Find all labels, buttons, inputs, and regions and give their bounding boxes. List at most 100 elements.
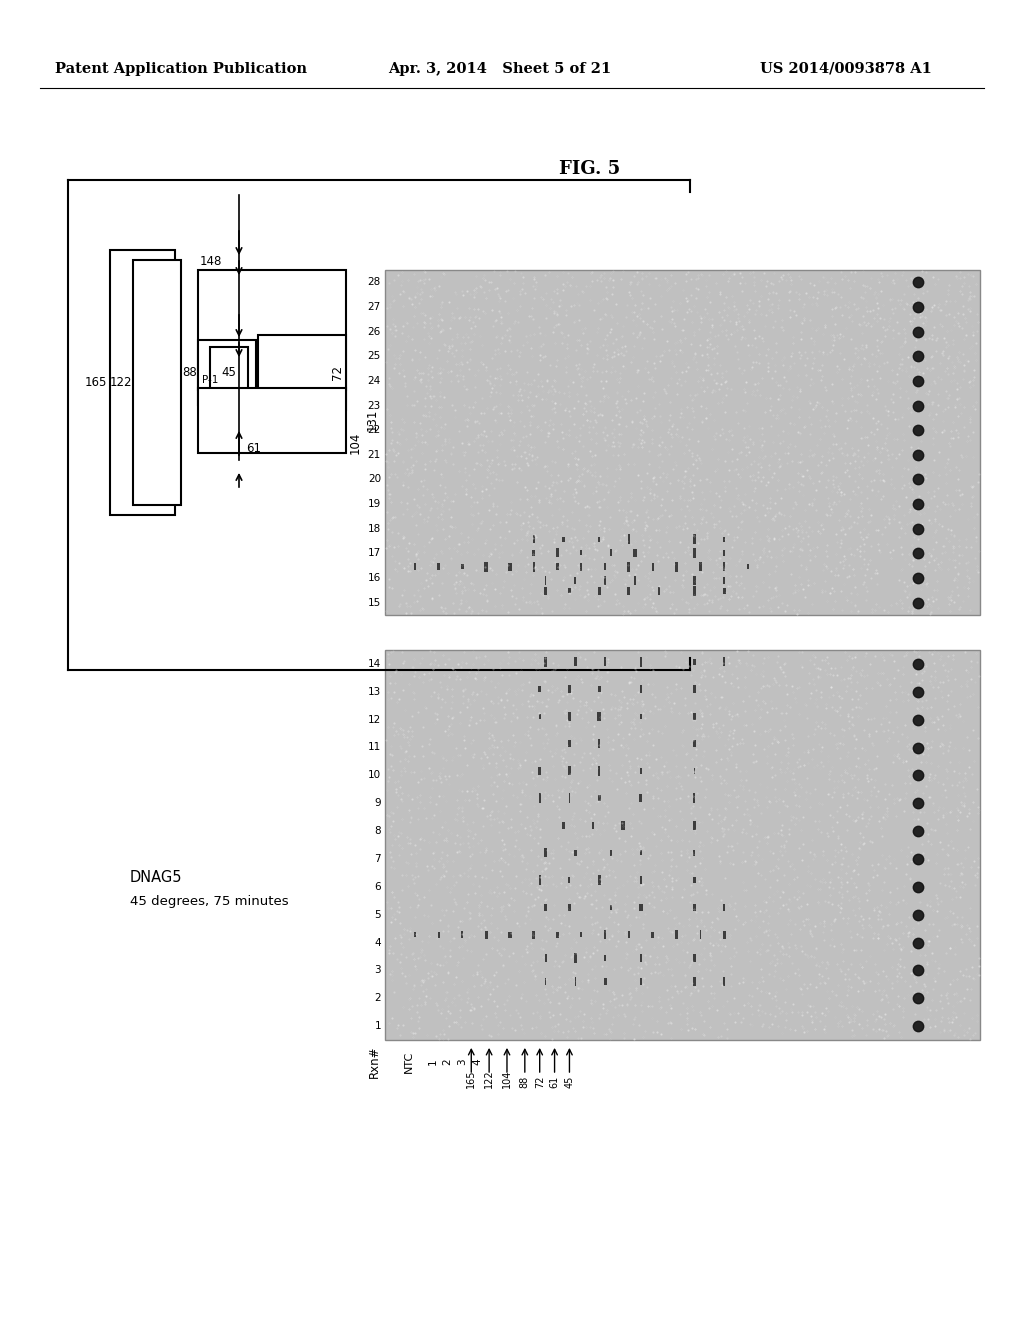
Bar: [573, 850, 577, 855]
Bar: [568, 767, 570, 775]
Bar: [699, 562, 701, 572]
Text: 22: 22: [368, 425, 381, 436]
Bar: [508, 562, 512, 570]
Text: 11: 11: [368, 742, 381, 752]
Text: 88: 88: [182, 366, 197, 379]
Bar: [568, 739, 570, 747]
Bar: [532, 549, 536, 556]
Text: 19: 19: [368, 499, 381, 510]
Bar: [628, 562, 631, 572]
Text: 45: 45: [221, 366, 237, 379]
Text: 14: 14: [368, 659, 381, 669]
Bar: [414, 932, 416, 937]
Text: 9: 9: [375, 799, 381, 808]
Bar: [640, 657, 642, 667]
Bar: [639, 795, 642, 803]
Bar: [622, 821, 625, 830]
Text: 25: 25: [368, 351, 381, 362]
Bar: [598, 766, 600, 776]
Bar: [723, 977, 725, 986]
Bar: [723, 577, 725, 583]
Text: 21: 21: [368, 450, 381, 459]
Bar: [652, 562, 653, 570]
Text: 45 degrees, 75 minutes: 45 degrees, 75 minutes: [130, 895, 289, 908]
Bar: [693, 713, 695, 719]
Bar: [532, 562, 535, 572]
Bar: [604, 931, 606, 939]
Bar: [628, 586, 631, 595]
Text: 5: 5: [375, 909, 381, 920]
Text: 104: 104: [349, 432, 362, 454]
Text: 13: 13: [368, 686, 381, 697]
Bar: [723, 562, 725, 572]
Bar: [723, 657, 725, 667]
Text: 165: 165: [85, 375, 106, 388]
Text: 3: 3: [458, 1059, 467, 1065]
Text: Patent Application Publication: Patent Application Publication: [55, 62, 307, 77]
Bar: [723, 587, 726, 594]
Bar: [693, 659, 695, 665]
Bar: [640, 954, 642, 962]
Text: 122: 122: [484, 1069, 495, 1088]
Bar: [640, 714, 642, 719]
Text: DNAG5: DNAG5: [130, 870, 182, 884]
Bar: [723, 537, 725, 541]
Bar: [545, 978, 547, 985]
Text: 23: 23: [368, 400, 381, 411]
Bar: [562, 537, 565, 541]
Bar: [693, 821, 696, 830]
Bar: [640, 768, 642, 775]
Bar: [538, 767, 542, 775]
Bar: [598, 686, 601, 692]
Bar: [568, 793, 570, 803]
Bar: [414, 562, 416, 570]
Bar: [610, 906, 612, 909]
Bar: [198, 388, 346, 453]
Bar: [693, 535, 695, 544]
Text: 72: 72: [331, 364, 344, 380]
Bar: [610, 549, 612, 556]
Text: 2: 2: [375, 993, 381, 1003]
Bar: [568, 904, 570, 911]
Bar: [110, 249, 175, 515]
Bar: [385, 271, 980, 615]
Bar: [508, 932, 512, 937]
Bar: [568, 589, 571, 594]
Bar: [633, 549, 637, 557]
Bar: [598, 536, 600, 541]
Bar: [545, 904, 547, 911]
Text: 16: 16: [368, 573, 381, 583]
Bar: [640, 850, 642, 855]
Bar: [544, 849, 547, 857]
Text: 61: 61: [247, 442, 261, 455]
Bar: [545, 576, 547, 585]
Bar: [210, 347, 248, 399]
Bar: [628, 931, 630, 939]
Bar: [604, 564, 606, 570]
Bar: [723, 931, 726, 939]
Bar: [746, 564, 749, 569]
Bar: [544, 587, 548, 595]
Bar: [693, 904, 695, 911]
Bar: [640, 978, 642, 985]
Bar: [532, 535, 535, 544]
Text: 2: 2: [442, 1059, 453, 1065]
Bar: [598, 739, 600, 748]
Bar: [484, 931, 487, 939]
Bar: [581, 562, 583, 570]
Text: Rxn#: Rxn#: [368, 1045, 381, 1078]
Bar: [693, 954, 696, 962]
Bar: [598, 587, 601, 594]
Bar: [676, 929, 678, 940]
Bar: [574, 577, 577, 583]
Bar: [573, 657, 577, 667]
Bar: [692, 548, 696, 558]
Bar: [597, 711, 601, 721]
Text: P-1: P-1: [202, 375, 218, 385]
Bar: [634, 576, 636, 585]
Bar: [484, 562, 487, 572]
Bar: [693, 850, 695, 855]
Bar: [198, 271, 346, 389]
Text: 26: 26: [368, 326, 381, 337]
Bar: [693, 586, 695, 595]
